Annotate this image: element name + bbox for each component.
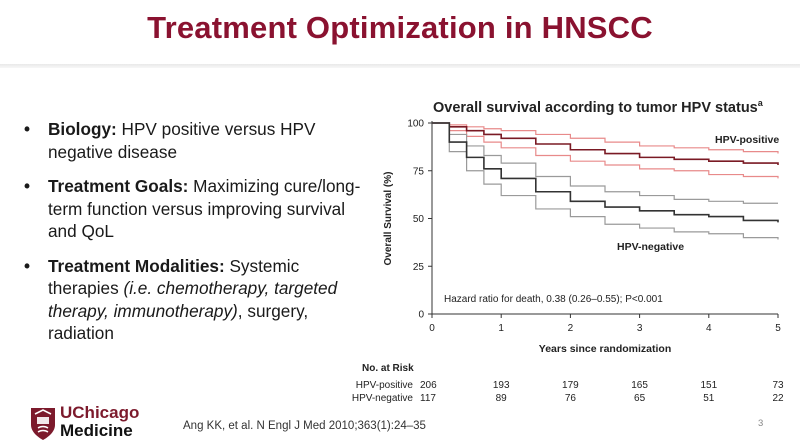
bullet-italic-text: (i.e. chemotherapy, targeted therapy, im…: [48, 278, 338, 321]
x-tick-label: 4: [706, 323, 712, 334]
risk-table-cell: 165: [631, 380, 648, 391]
risk-table-cell: 206: [420, 380, 437, 391]
logo-line-2: Medicine: [60, 421, 133, 440]
series-ci-lower-line: [432, 122, 779, 240]
risk-table-row-label: HPV-positive: [356, 380, 414, 391]
y-tick-label: 25: [413, 262, 425, 273]
bullet-dot: •: [24, 255, 31, 276]
bullet-heading: Treatment Goals:: [48, 176, 189, 196]
series-line: [432, 122, 779, 223]
chart-title-footnote: a: [757, 98, 763, 108]
x-axis-label: Years since randomization: [539, 343, 671, 355]
bullet-biology: • Biology: HPV positive versus HPV negat…: [24, 118, 364, 163]
risk-table-cell: 22: [772, 393, 784, 404]
x-tick-label: 0: [429, 323, 435, 334]
bullet-dot: •: [24, 119, 31, 139]
y-tick-label: 100: [407, 119, 424, 130]
x-tick-label: 3: [637, 323, 643, 334]
page-number: 3: [758, 418, 764, 429]
series-label-hpv-negative: HPV-negative: [617, 241, 684, 253]
logo-line-1: UChicago: [60, 403, 140, 422]
risk-table-cell: 117: [420, 393, 436, 404]
y-tick-label: 0: [418, 310, 424, 321]
risk-table-cell: 179: [562, 380, 579, 391]
y-tick-label: 75: [413, 166, 425, 177]
series-label-hpv-positive: HPV-positive: [715, 134, 779, 146]
bullet-text: Maximizing cure/long-term function versu…: [48, 176, 361, 241]
bullet-treatment-goals: • Treatment Goals: Maximizing cure/long-…: [24, 175, 364, 243]
bullet-list: • Biology: HPV positive versus HPV negat…: [24, 118, 364, 357]
y-axis-label: Overall Survival (%): [383, 172, 394, 266]
series-line: [432, 122, 779, 166]
risk-table-row-label: HPV-negative: [352, 393, 414, 404]
bullet-treatment-modalities: • Treatment Modalities: Systemic therapi…: [24, 255, 364, 345]
hazard-ratio-annotation: Hazard ratio for death, 0.38 (0.26–0.55)…: [444, 294, 663, 305]
uchicago-shield-logo: [31, 408, 55, 440]
x-tick-label: 1: [498, 323, 504, 334]
bullet-heading: Treatment Modalities:: [48, 255, 225, 276]
risk-table-header: No. at Risk: [362, 363, 414, 374]
bullet-tail-text: , surgery, radiation: [48, 300, 309, 344]
chart-title: Overall survival according to tumor HPV …: [433, 98, 763, 116]
chart-title-text: Overall survival according to tumor HPV …: [433, 99, 758, 116]
x-tick-label: 2: [568, 323, 574, 334]
y-tick-label: 50: [413, 214, 425, 225]
risk-table-cell: 151: [700, 380, 717, 391]
title-divider: [0, 64, 800, 68]
risk-table-cell: 193: [493, 380, 510, 391]
x-tick-label: 5: [775, 323, 781, 334]
bullet-text: Systemic therapies: [48, 255, 300, 299]
risk-table-cell: 76: [565, 393, 577, 404]
bullet-heading: Biology:: [48, 119, 117, 139]
bullet-dot: •: [24, 176, 31, 196]
uchicago-medicine-logo: UChicago Medicine: [60, 404, 139, 440]
bullet-text: HPV positive versus HPV negative disease: [48, 119, 316, 162]
risk-table-cell: 89: [496, 393, 508, 404]
risk-table-cell: 51: [703, 393, 715, 404]
citation: Ang KK, et al. N Engl J Med 2010;363(1):…: [183, 420, 426, 432]
risk-table-cell: 73: [772, 380, 784, 391]
slide-title: Treatment Optimization in HNSCC: [147, 10, 653, 45]
risk-table-cell: 65: [634, 393, 646, 404]
